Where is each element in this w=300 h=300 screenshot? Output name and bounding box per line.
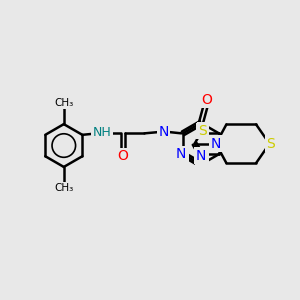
- Text: N: N: [176, 147, 187, 161]
- Text: N: N: [159, 125, 169, 139]
- Text: O: O: [201, 93, 212, 107]
- Text: S: S: [198, 124, 206, 138]
- Text: N: N: [211, 137, 221, 151]
- Text: O: O: [118, 149, 128, 163]
- Text: O: O: [118, 149, 128, 163]
- Text: S: S: [267, 137, 275, 151]
- Text: O: O: [201, 93, 212, 107]
- Text: N: N: [178, 148, 188, 162]
- Text: S: S: [199, 123, 207, 137]
- Text: NH: NH: [93, 126, 112, 139]
- Text: CH₃: CH₃: [55, 98, 73, 107]
- Text: N: N: [195, 148, 206, 163]
- Text: CH₃: CH₃: [54, 183, 74, 193]
- Text: N: N: [175, 147, 186, 161]
- Text: N: N: [210, 137, 220, 151]
- Text: CH₃: CH₃: [54, 98, 74, 108]
- Text: N: N: [159, 125, 169, 139]
- Text: NH: NH: [92, 127, 111, 140]
- Text: S: S: [267, 137, 275, 151]
- Text: N: N: [197, 152, 207, 167]
- Text: CH₃: CH₃: [55, 184, 73, 194]
